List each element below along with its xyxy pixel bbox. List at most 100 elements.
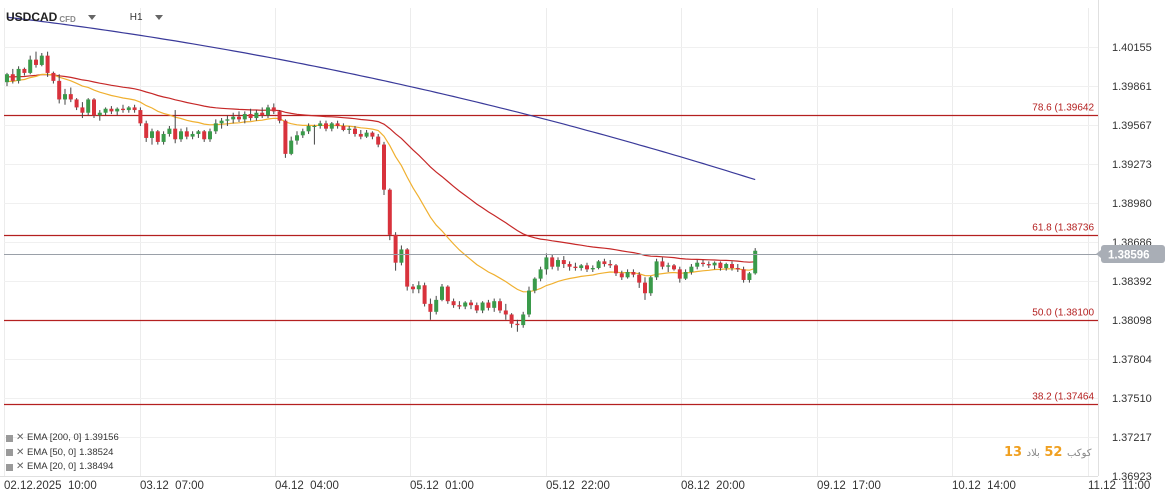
candle-body-up — [329, 123, 334, 129]
candle-body-down — [271, 107, 276, 112]
indicator-settings-icon[interactable] — [6, 434, 13, 442]
candle-body-up — [306, 125, 311, 132]
candle-body-up — [625, 271, 630, 278]
candle-body-down — [411, 286, 415, 290]
legend-label: EMA [50, 0] — [27, 446, 77, 458]
candle-body-down — [260, 112, 265, 116]
candle-body-up — [364, 132, 369, 137]
candle-body-down — [503, 310, 508, 315]
x-tick-label: 03.12 07:00 — [140, 480, 204, 492]
indicator-settings-icon[interactable] — [6, 449, 13, 457]
candle-body-down — [706, 264, 711, 266]
candle-body-up — [16, 68, 21, 81]
candle-body-down — [138, 110, 143, 124]
candle-body-up — [231, 116, 236, 120]
candle-body-up — [196, 131, 201, 134]
candle-body-down — [486, 302, 491, 308]
candle-body-up — [527, 290, 531, 315]
y-tick-label: 1.38098 — [1112, 315, 1152, 327]
candle-body-up — [434, 299, 439, 312]
candle-body-down — [567, 264, 572, 267]
x-tick-label: 04.12 04:00 — [275, 480, 339, 492]
candle-body-down — [515, 323, 520, 326]
candles — [5, 51, 758, 332]
candle-body-down — [637, 274, 642, 283]
candle-body-down — [469, 302, 473, 306]
candle-body-down — [741, 269, 746, 280]
candle-body-down — [422, 285, 427, 304]
candle-body-down — [57, 80, 62, 100]
candle-body-down — [718, 262, 723, 269]
candle-body-down — [80, 107, 85, 113]
candle-body-up — [492, 301, 497, 308]
y-tick-label: 1.39861 — [1112, 81, 1152, 93]
candle-body-up — [747, 273, 752, 280]
candle-body-up — [440, 286, 444, 300]
candle-body-down — [382, 144, 386, 190]
candle-body-down — [358, 133, 363, 137]
candle-body-down — [324, 123, 328, 129]
candle-body-down — [22, 68, 27, 73]
candle-body-down — [387, 189, 392, 235]
candle-body-up — [695, 262, 700, 267]
candle-body-down — [619, 273, 624, 278]
indicator-settings-icon[interactable] — [6, 463, 13, 471]
legend-row-ema50: ✕ EMA [50, 0] 1.38524 — [6, 446, 119, 461]
legend-row-ema20: ✕ EMA [20, 0] 1.38494 — [6, 460, 119, 475]
candle-body-down — [643, 282, 647, 294]
candle-body-up — [463, 302, 468, 307]
legend-label: EMA [20, 0] — [27, 461, 77, 472]
candle-body-up — [689, 266, 694, 272]
candle-body-up — [556, 260, 560, 267]
x-tick-label: 11.12 11:00 — [1088, 480, 1150, 492]
candle-body-up — [724, 264, 729, 269]
legend-value: 1.38494 — [79, 461, 114, 472]
watermark-part: كوكب — [1066, 448, 1092, 459]
candle-body-up — [521, 314, 526, 326]
candle-body-down — [155, 131, 160, 142]
candle-body-down — [614, 265, 618, 274]
candle-body-up — [399, 249, 404, 263]
timeframe-selector[interactable]: H1 — [130, 12, 163, 23]
x-axis[interactable]: 02.12.2025 10:00 03.12 07:00 04.12 04:00 05… — [0, 476, 1150, 493]
fibonacci-levels[interactable]: 78.6 (1.39642 61.8 (1.38736 50.0 (1.38100 3… — [4, 103, 1098, 406]
candle-body-down — [735, 268, 740, 270]
candle-body-down — [393, 234, 398, 263]
candle-body-down — [585, 265, 589, 270]
candle-body-up — [532, 278, 537, 291]
broker-watermark: 13 كوكب 52 ﺑﻼﺩ — [1004, 445, 1092, 460]
remove-indicator-icon[interactable]: ✕ — [16, 461, 25, 472]
candle-body-up — [39, 55, 44, 65]
candle-body-up — [753, 250, 758, 274]
symbol-dropdown-icon[interactable] — [87, 14, 96, 20]
candle-body-down — [74, 99, 79, 108]
y-tick-label: 1.38980 — [1112, 198, 1152, 210]
candle-body-down — [608, 264, 613, 266]
current-price-tag — [1101, 244, 1165, 263]
y-axis[interactable]: 1.401551.398611.395671.392731.389801.386… — [1096, 0, 1165, 483]
timeframe-dropdown-icon[interactable] — [154, 14, 163, 20]
current-price-pointer — [1096, 249, 1101, 258]
candle-body-up — [318, 123, 323, 126]
candle-body-down — [498, 301, 502, 311]
candle-body-down — [509, 314, 514, 324]
candle-body-up — [416, 285, 421, 290]
candle-body-down — [68, 94, 73, 100]
remove-indicator-icon[interactable]: ✕ — [16, 432, 25, 443]
candle-body-down — [248, 114, 253, 119]
x-tick-label: 05.12 22:00 — [546, 480, 610, 492]
x-tick-label: 10.12 14:00 — [952, 480, 1016, 492]
candle-body-up — [63, 94, 67, 100]
candle-body-down — [184, 131, 189, 137]
candle-body-up — [213, 123, 218, 132]
candle-body-down — [335, 123, 340, 126]
candle-body-down — [277, 111, 282, 121]
symbol-selector[interactable]: USDCAD CFD — [6, 10, 76, 24]
candle-body-down — [457, 305, 462, 307]
remove-indicator-icon[interactable]: ✕ — [16, 446, 25, 458]
candle-body-up — [538, 269, 543, 279]
candle-body-up — [208, 131, 212, 140]
candle-body-up — [167, 128, 172, 134]
